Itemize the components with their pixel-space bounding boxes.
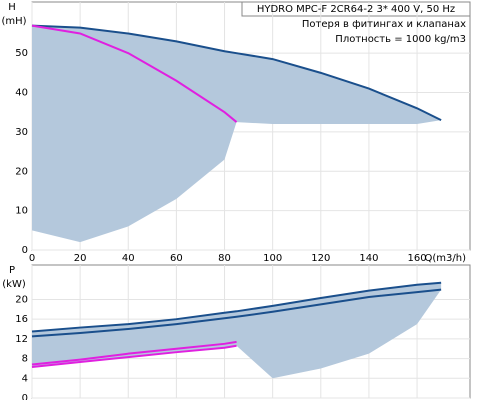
y-tick-label: 4 [22, 373, 28, 384]
x-tick-label: 160 [408, 253, 427, 264]
y-tick-label: 40 [15, 88, 28, 99]
x-tick-label: 80 [218, 253, 231, 264]
x-axis-label: Q(m3/h) [425, 253, 467, 264]
y-tick-label: 12 [15, 334, 28, 345]
y-axis-unit: (kW) [2, 279, 26, 290]
y-axis-label: P [9, 265, 15, 276]
info-box [241, 1, 471, 17]
info-text: Плотность = 1000 kg/m3 [335, 34, 466, 45]
y-axis-unit: (mH) [1, 16, 26, 27]
curve [31, 340, 237, 366]
info-text: HYDRO MPC-F 2CR64-2 3* 400 V, 50 Hz [257, 4, 455, 15]
y-tick-label: 16 [15, 314, 28, 325]
y-tick-label: 0 [22, 245, 28, 256]
range-area [32, 25, 442, 243]
x-tick-label: 100 [263, 253, 282, 264]
range-area [32, 282, 442, 379]
x-tick-label: 40 [122, 253, 135, 264]
y-tick-label: 30 [15, 127, 28, 138]
x-tick-label: 120 [311, 253, 330, 264]
y-axis-label: H [8, 2, 16, 13]
x-tick-label: 20 [74, 253, 87, 264]
y-tick-label: 50 [15, 48, 28, 59]
y-tick-label: 20 [15, 166, 28, 177]
y-tick-label: 10 [15, 206, 28, 217]
x-tick-label: 140 [359, 253, 378, 264]
y-tick-label: 0 [22, 393, 28, 400]
curve [31, 24, 238, 123]
y-tick-label: 8 [22, 354, 28, 365]
y-tick-label: 20 [15, 294, 28, 305]
x-tick-label: 0 [29, 253, 35, 264]
curve [31, 281, 442, 333]
curve [31, 344, 237, 368]
curve [31, 288, 442, 338]
info-text: Потеря в фитингах и клапанах [302, 19, 466, 30]
x-tick-label: 60 [170, 253, 183, 264]
curve [31, 24, 442, 121]
